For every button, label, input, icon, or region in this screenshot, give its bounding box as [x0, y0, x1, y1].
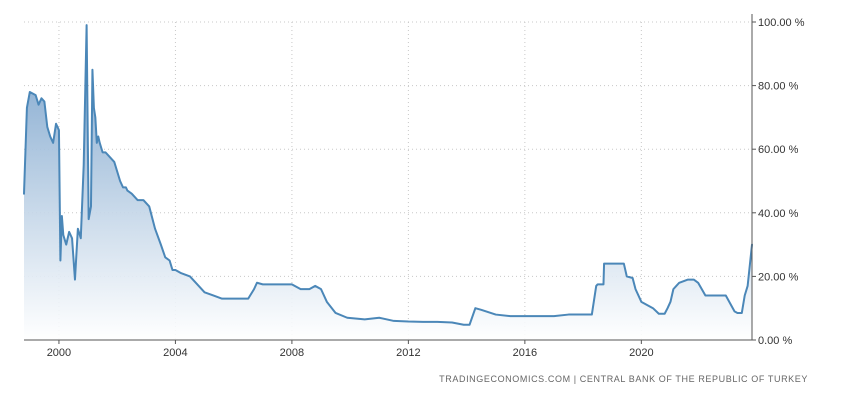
y-tick-label: 20.00 %	[758, 271, 799, 283]
y-tick-label: 60.00 %	[758, 144, 799, 156]
x-tick-label: 2020	[629, 347, 653, 359]
source-note: TRADINGECONOMICS.COM | CENTRAL BANK OF T…	[439, 374, 808, 384]
x-tick-label: 2012	[396, 347, 420, 359]
series-line	[23, 24, 753, 326]
y-tick-label: 80.00 %	[758, 81, 799, 93]
grid	[24, 21, 752, 340]
x-axis-ticks: 2000 2004 2008 2012 2016 2020	[47, 340, 654, 359]
y-tick-label: 0.00 %	[758, 335, 792, 347]
series-area	[24, 25, 752, 341]
x-tick-label: 2016	[513, 347, 537, 359]
y-tick-label: 40.00 %	[758, 208, 799, 220]
x-tick-label: 2008	[280, 347, 304, 359]
x-tick-label: 2000	[47, 347, 71, 359]
y-axis-ticks: 0.00 % 20.00 % 40.00 % 60.00 % 80.00 % 100.00…	[752, 17, 805, 347]
axes	[24, 14, 753, 341]
series-area-fill	[24, 25, 752, 341]
x-tick-label: 2004	[163, 347, 187, 359]
y-tick-label: 100.00 %	[758, 17, 805, 29]
series-line-path	[23, 24, 753, 326]
